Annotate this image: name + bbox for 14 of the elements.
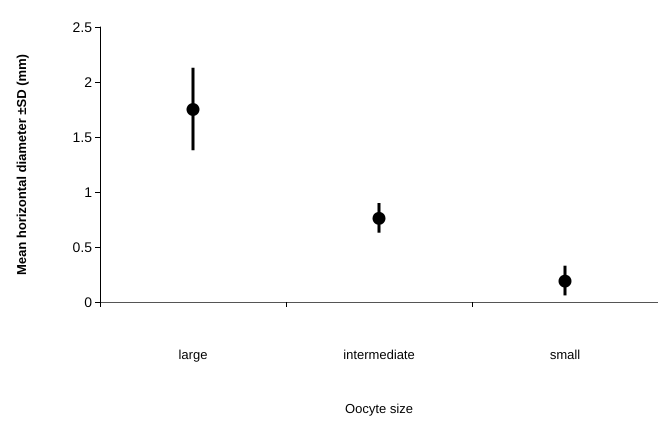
x-axis-title: Oocyte size xyxy=(345,401,413,416)
y-tick-label: 1.5 xyxy=(72,129,92,145)
x-tick-label: small xyxy=(550,347,580,362)
y-tick-label: 0.5 xyxy=(72,239,92,255)
y-tick-label: 0 xyxy=(84,294,92,310)
point xyxy=(186,103,200,116)
y-tick-label: 2.5 xyxy=(72,19,92,35)
y-tick-label: 1 xyxy=(84,184,92,200)
y-tick-label: 2 xyxy=(84,74,92,90)
x-tick-label: large xyxy=(178,347,208,362)
point xyxy=(558,274,572,288)
x-tick-label: intermediate xyxy=(343,347,415,362)
point xyxy=(372,212,386,225)
y-axis-title: Mean horizontal diameter ±SD (mm) xyxy=(14,54,29,275)
